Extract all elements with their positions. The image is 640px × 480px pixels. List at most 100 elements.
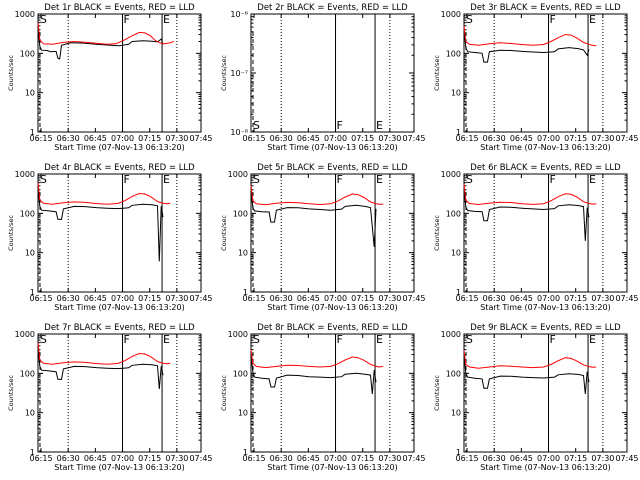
- x-tick-label: 07:15: [138, 134, 161, 143]
- x-tick-label: 06:45: [84, 454, 107, 463]
- x-tick-label: 07:00: [111, 294, 134, 303]
- y-tick-label: 10: [451, 249, 461, 258]
- x-tick-label: 07:45: [189, 134, 212, 143]
- marker-label-f: F: [124, 13, 130, 26]
- y-tick-label: 100: [446, 209, 461, 218]
- marker-label-e: E: [376, 119, 383, 132]
- plot-frame: [37, 333, 202, 453]
- x-tick-label: 06:30: [57, 294, 80, 303]
- x-axis-label: Start Time (07-Nov-13 06:13:20): [54, 303, 184, 312]
- x-tick-label: 07:30: [591, 134, 614, 143]
- marker-label-s: S: [253, 119, 260, 132]
- y-axis-label: Counts/sec: [220, 55, 228, 91]
- chart-title: Det 2r BLACK = Events, RED = LLD: [257, 3, 408, 13]
- y-tick-label: 10: [25, 89, 35, 98]
- x-tick-label: 06:45: [297, 134, 320, 143]
- y-axis-label: Counts/sec: [433, 215, 441, 251]
- lld-series-line: [250, 185, 384, 206]
- lld-series-line: [463, 184, 597, 206]
- x-tick-label: 07:00: [537, 294, 560, 303]
- x-tick-label: 07:00: [537, 454, 560, 463]
- y-tick-label: 100: [20, 369, 35, 378]
- plot-frame: [37, 13, 202, 133]
- x-tick-label: 07:15: [138, 454, 161, 463]
- plot-frame: [463, 173, 628, 293]
- chart-title: Det 4r BLACK = Events, RED = LLD: [44, 163, 195, 173]
- x-tick-label: 07:30: [165, 134, 188, 143]
- y-tick-label: 10⁻⁷: [230, 69, 248, 78]
- x-tick-label: 06:45: [510, 454, 533, 463]
- y-tick-label: 10: [451, 89, 461, 98]
- events-series-line: [463, 354, 590, 394]
- y-tick-label: 100: [233, 209, 248, 218]
- y-tick-label: 100: [446, 49, 461, 58]
- chart-title: Det 7r BLACK = Events, RED = LLD: [44, 323, 195, 333]
- x-tick-label: 07:00: [324, 134, 347, 143]
- y-tick-label: 10: [451, 409, 461, 418]
- plot-frame: [463, 333, 628, 453]
- y-tick-label: 1000: [228, 330, 248, 339]
- marker-label-s: S: [466, 13, 473, 26]
- x-axis-label: Start Time (07-Nov-13 06:13:20): [480, 463, 610, 472]
- plot-frame: [250, 13, 415, 133]
- lld-series-line: [37, 342, 171, 365]
- x-tick-label: 06:30: [483, 294, 506, 303]
- x-tick-label: 07:30: [591, 454, 614, 463]
- x-tick-label: 07:30: [165, 294, 188, 303]
- x-tick-label: 07:45: [615, 454, 638, 463]
- marker-label-s: S: [466, 173, 473, 186]
- x-tick-label: 06:15: [29, 294, 52, 303]
- y-tick-label: 1000: [15, 10, 35, 19]
- x-tick-label: 07:15: [351, 134, 374, 143]
- x-axis-label: Start Time (07-Nov-13 06:13:20): [267, 143, 397, 152]
- x-tick-label: 07:45: [402, 454, 425, 463]
- x-axis-label: Start Time (07-Nov-13 06:13:20): [480, 303, 610, 312]
- y-tick-label: 1000: [441, 10, 461, 19]
- chart-title: Det 6r BLACK = Events, RED = LLD: [470, 163, 621, 173]
- chart-title: Det 8r BLACK = Events, RED = LLD: [257, 323, 408, 333]
- plot-frame: [250, 173, 415, 293]
- chart-panel-3: Det 3r BLACK = Events, RED = LLD 1 10 100 10…: [433, 3, 639, 152]
- x-axis-label: Start Time (07-Nov-13 06:13:20): [267, 303, 397, 312]
- x-tick-label: 07:45: [189, 454, 212, 463]
- marker-label-e: E: [163, 333, 170, 346]
- x-tick-label: 07:00: [324, 294, 347, 303]
- y-axis-label: Counts/sec: [220, 375, 228, 411]
- chart-panel-8: Det 8r BLACK = Events, RED = LLD 1 10 100 10…: [220, 323, 426, 472]
- marker-label-f: F: [124, 173, 130, 186]
- x-tick-label: 06:15: [455, 294, 478, 303]
- lld-series-line: [463, 25, 597, 47]
- y-tick-label: 1: [243, 288, 248, 297]
- marker-label-e: E: [376, 173, 383, 186]
- chart-title: Det 9r BLACK = Events, RED = LLD: [470, 323, 621, 333]
- marker-label-s: S: [40, 13, 47, 26]
- x-tick-label: 06:30: [270, 454, 293, 463]
- x-tick-label: 06:15: [455, 134, 478, 143]
- y-tick-label: 1000: [441, 330, 461, 339]
- marker-label-f: F: [550, 333, 556, 346]
- x-tick-label: 07:30: [591, 294, 614, 303]
- y-tick-label: 10: [25, 409, 35, 418]
- x-axis-label: Start Time (07-Nov-13 06:13:20): [480, 143, 610, 152]
- y-axis-label: Counts/sec: [7, 55, 15, 91]
- x-tick-label: 06:30: [57, 134, 80, 143]
- y-tick-label: 1: [456, 288, 461, 297]
- marker-label-e: E: [589, 173, 596, 186]
- x-tick-label: 06:15: [242, 454, 265, 463]
- plot-frame: [463, 13, 628, 133]
- y-tick-label: 100: [233, 369, 248, 378]
- marker-label-f: F: [337, 173, 343, 186]
- x-tick-label: 07:15: [138, 294, 161, 303]
- events-series-line: [250, 354, 377, 394]
- x-tick-label: 07:45: [189, 294, 212, 303]
- y-axis-label: Counts/sec: [433, 375, 441, 411]
- events-series-line: [37, 25, 164, 60]
- plot-frame: [250, 333, 415, 453]
- chart-panel-1: Det 1r BLACK = Events, RED = LLD 1 10 100 10…: [7, 3, 213, 152]
- x-tick-label: 06:45: [510, 134, 533, 143]
- y-tick-label: 10: [238, 249, 248, 258]
- x-tick-label: 07:30: [378, 454, 401, 463]
- x-tick-label: 06:45: [84, 294, 107, 303]
- y-tick-label: 1: [456, 448, 461, 457]
- x-tick-label: 07:45: [615, 134, 638, 143]
